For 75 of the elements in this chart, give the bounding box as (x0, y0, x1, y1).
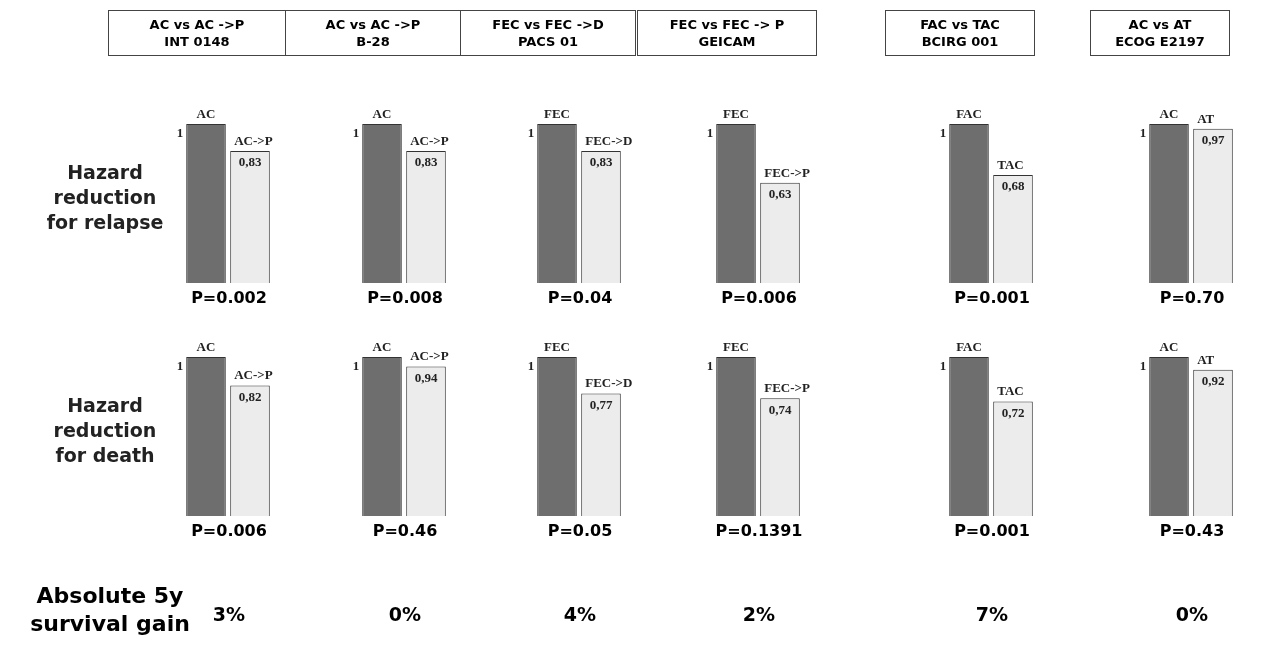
text: P=0.43 (1158, 521, 1226, 540)
data-label: 1 (1139, 358, 1147, 374)
chart-title: AC vs AC ->P B-28 (285, 10, 461, 56)
data-label: 0,83 (414, 154, 438, 170)
x-tick-label: AC (1159, 105, 1179, 121)
chart-title: FEC vs FEC -> P GEICAM (637, 10, 817, 56)
x-tick-label: FEC->D (585, 375, 633, 391)
text: P=0.001 (953, 521, 1031, 540)
text: P=0.46 (371, 521, 439, 540)
data-label: 0,82 (238, 388, 262, 404)
data-label: 1 (527, 358, 535, 374)
x-tick-label: AC (372, 338, 392, 354)
x-tick-label: FEC (544, 105, 570, 121)
text: P=0.006 (190, 521, 268, 540)
data-label: 0,72 (1001, 404, 1025, 420)
data-label: 1 (1139, 125, 1147, 141)
chart-title: FEC vs FEC ->D PACS 01 (460, 10, 636, 56)
chart-title: AC vs AC ->P INT 0148 (108, 10, 286, 56)
text: 2% (741, 603, 777, 625)
text: P=0.008 (366, 288, 444, 307)
x-tick-label: FAC (956, 105, 982, 121)
text: P=0.006 (720, 288, 798, 307)
text: P=0.1391 (714, 521, 804, 540)
text: Absolute 5y survival gain (29, 582, 191, 638)
text: P=0.05 (546, 521, 614, 540)
x-tick-label: FEC (723, 105, 749, 121)
text: P=0.04 (546, 288, 614, 307)
y-axis-title: Hazard reduction for relapse (45, 160, 165, 235)
data-label: 0,83 (589, 154, 613, 170)
data-label: 1 (176, 125, 184, 141)
x-tick-label: AC (1159, 338, 1179, 354)
y-axis-title: Hazard reduction for death (52, 393, 158, 468)
x-tick-label: TAC (997, 156, 1024, 172)
x-tick-label: AC (196, 105, 216, 121)
x-tick-label: FEC->D (585, 132, 633, 148)
chart-title: AC vs AT ECOG E2197 (1090, 10, 1230, 56)
x-tick-label: FEC (723, 338, 749, 354)
data-label: 0,63 (768, 186, 792, 202)
data-label: 0,68 (1001, 178, 1025, 194)
x-tick-label: AT (1197, 110, 1215, 126)
x-tick-label: FAC (956, 338, 982, 354)
chart-title: FAC vs TAC BCIRG 001 (885, 10, 1035, 56)
data-label: 0,97 (1201, 132, 1225, 148)
data-label: 0,94 (414, 369, 438, 385)
text: P=0.002 (190, 288, 268, 307)
x-tick-label: AC->P (234, 367, 273, 383)
text: 3% (211, 603, 247, 625)
x-tick-label: AC->P (234, 132, 273, 148)
x-tick-label: FEC->P (764, 164, 810, 180)
x-tick-label: AC->P (410, 348, 449, 364)
data-label: 1 (939, 358, 947, 374)
x-tick-label: AT (1197, 351, 1215, 367)
data-label: 0,77 (589, 396, 613, 412)
text: 4% (562, 603, 598, 625)
data-label: 1 (352, 358, 360, 374)
text: 0% (387, 603, 423, 625)
x-tick-label: AC->P (410, 132, 449, 148)
x-tick-label: TAC (997, 383, 1024, 399)
text: 7% (974, 603, 1010, 625)
data-label: 0,74 (768, 401, 792, 417)
data-label: 1 (706, 125, 714, 141)
x-tick-label: FEC->P (764, 380, 810, 396)
data-label: 0,83 (238, 154, 262, 170)
text: P=0.70 (1158, 288, 1226, 307)
x-tick-label: AC (372, 105, 392, 121)
data-label: 1 (176, 358, 184, 374)
text: P=0.001 (953, 288, 1031, 307)
data-label: 1 (706, 358, 714, 374)
x-tick-label: FEC (544, 338, 570, 354)
data-label: 1 (527, 125, 535, 141)
data-label: 0,92 (1201, 373, 1225, 389)
data-label: 1 (352, 125, 360, 141)
text: 0% (1174, 603, 1210, 625)
x-tick-label: AC (196, 338, 216, 354)
data-label: 1 (939, 125, 947, 141)
